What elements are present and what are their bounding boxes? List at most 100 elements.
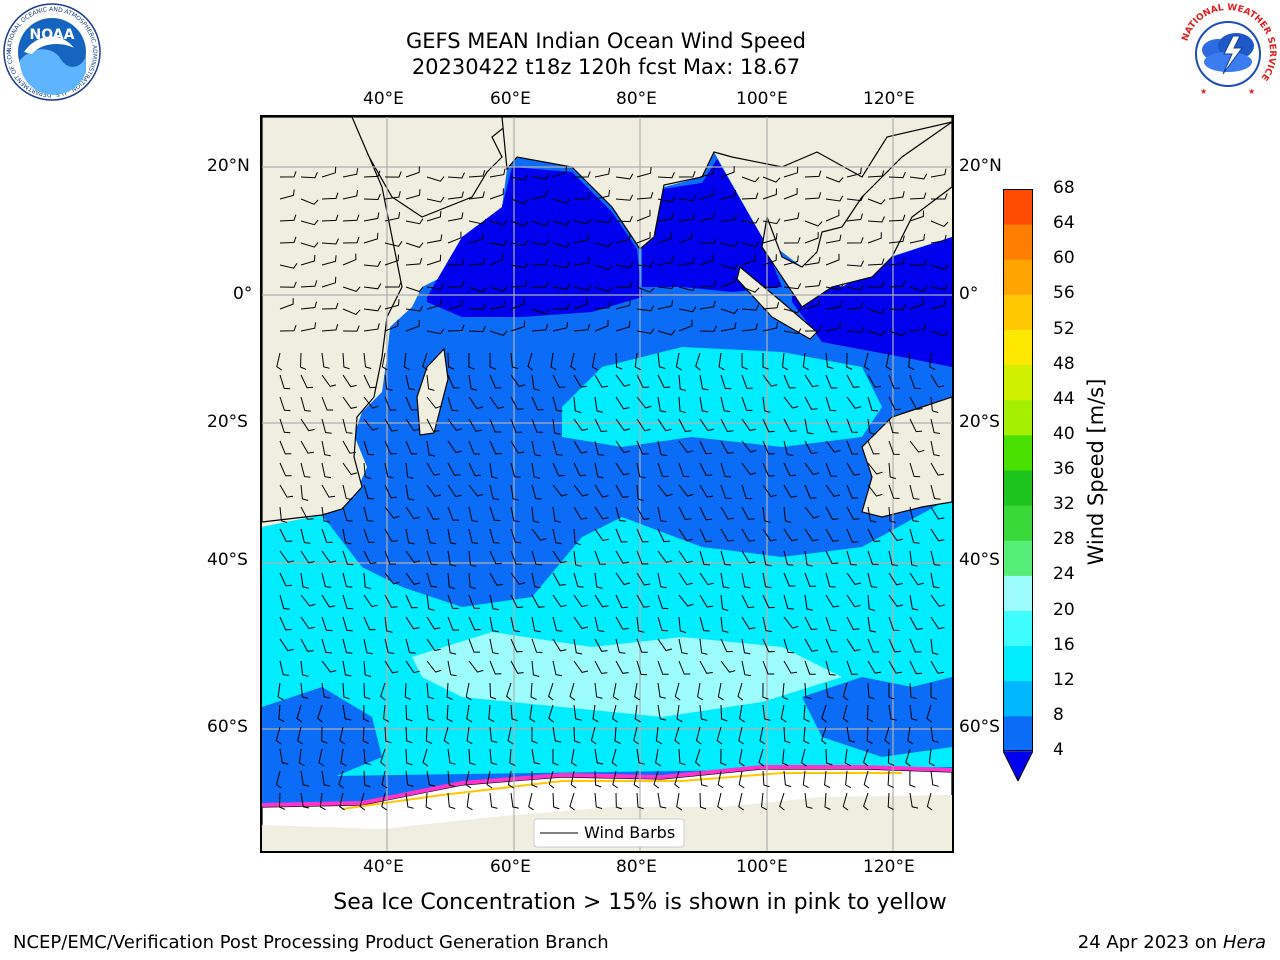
wind-barb <box>510 440 525 454</box>
wind-barb <box>762 188 777 200</box>
wind-barb <box>930 440 940 457</box>
colorbar <box>1002 189 1034 783</box>
wind-barb <box>867 572 878 588</box>
wind-barb <box>887 770 894 788</box>
wind-barb <box>825 594 840 608</box>
wind-barb <box>758 748 765 767</box>
wind-barb <box>783 212 800 222</box>
wind-barb <box>888 462 897 480</box>
wind-barb <box>384 484 397 499</box>
lat-tick-right: 20°N <box>959 156 1002 176</box>
wind-barb <box>385 281 402 288</box>
wind-barb <box>446 704 453 722</box>
colorbar-frame <box>1003 189 1033 751</box>
wind-barb <box>779 792 785 811</box>
wind-barb <box>426 299 442 310</box>
wind-barb <box>405 572 421 585</box>
wind-barb <box>804 638 818 652</box>
wind-barb <box>720 462 732 478</box>
wind-barb <box>846 260 865 267</box>
wind-barb <box>804 484 817 499</box>
wind-barb <box>825 322 842 332</box>
wind-barb <box>405 440 418 455</box>
wind-barb <box>300 792 310 809</box>
wind-barb <box>678 462 690 478</box>
wind-barb <box>405 258 423 266</box>
wind-barb <box>804 660 816 675</box>
wind-barb <box>697 682 704 701</box>
wind-barb <box>321 374 337 387</box>
wind-barb <box>426 234 443 244</box>
wind-barb <box>636 572 651 586</box>
wind-barb <box>888 572 903 586</box>
wind-barb <box>321 324 339 332</box>
wind-barb <box>720 638 733 653</box>
wind-barb <box>615 396 630 410</box>
wind-barb <box>321 506 330 523</box>
wind-barb <box>447 191 464 200</box>
wind-barb <box>615 638 626 654</box>
colorbar-swatches <box>1002 189 1034 783</box>
wind-barb <box>615 418 631 431</box>
wind-barb <box>909 323 927 332</box>
wind-barb <box>888 682 895 700</box>
wind-barb <box>594 217 613 224</box>
wind-barb <box>867 660 882 674</box>
wind-barb <box>279 748 289 765</box>
wind-barb <box>300 660 309 677</box>
colorbar-swatch <box>1003 259 1033 295</box>
wind-barb <box>510 297 525 310</box>
wind-barb <box>321 572 332 588</box>
wind-barb <box>279 171 297 178</box>
wind-barb <box>510 198 529 205</box>
wind-barb <box>531 748 541 765</box>
wind-barb <box>383 704 390 723</box>
wind-barb <box>447 770 456 788</box>
wind-barb <box>720 189 737 200</box>
wind-barb <box>510 594 524 609</box>
wind-barb <box>507 726 514 745</box>
wind-barb <box>447 418 463 431</box>
wind-barb <box>636 328 655 335</box>
wind-barb <box>863 792 869 811</box>
wind-barb <box>655 748 662 767</box>
wind-barb <box>342 638 353 654</box>
wind-barb <box>678 660 691 675</box>
wind-barb <box>846 195 865 202</box>
wind-barb <box>468 352 475 370</box>
wind-barb <box>531 190 548 200</box>
wind-barb <box>405 506 420 520</box>
wind-barb <box>783 638 795 654</box>
wind-barb <box>426 484 442 497</box>
wind-barb <box>867 418 876 435</box>
wind-barb <box>510 528 522 544</box>
wind-barb <box>657 550 673 563</box>
wind-barb <box>574 171 591 178</box>
wind-barb <box>717 792 723 811</box>
wind-barb <box>279 281 297 288</box>
wind-barb <box>573 192 591 200</box>
wind-barb <box>342 616 353 632</box>
wind-barb <box>279 528 293 543</box>
wind-barb <box>888 506 897 524</box>
wind-barb <box>846 638 861 652</box>
wind-barb <box>804 682 812 700</box>
wind-barb <box>342 506 353 522</box>
colorbar-swatch <box>1003 329 1033 366</box>
wind-barb-legend: Wind Barbs <box>533 818 685 848</box>
wind-barb <box>342 528 352 545</box>
wind-barb <box>846 484 859 499</box>
wind-barb <box>720 572 730 589</box>
wind-barb <box>342 325 360 332</box>
wind-barb <box>615 572 631 586</box>
lon-tick-top: 120°E <box>863 89 915 109</box>
wind-barb <box>552 638 567 652</box>
wind-barb <box>384 550 396 565</box>
wind-barb <box>762 301 780 310</box>
wind-barb <box>804 616 818 631</box>
wind-barb <box>930 572 940 589</box>
wind-barb <box>695 726 702 745</box>
wind-barb <box>738 748 745 767</box>
wind-barb <box>278 704 285 723</box>
wind-barb <box>573 297 588 310</box>
